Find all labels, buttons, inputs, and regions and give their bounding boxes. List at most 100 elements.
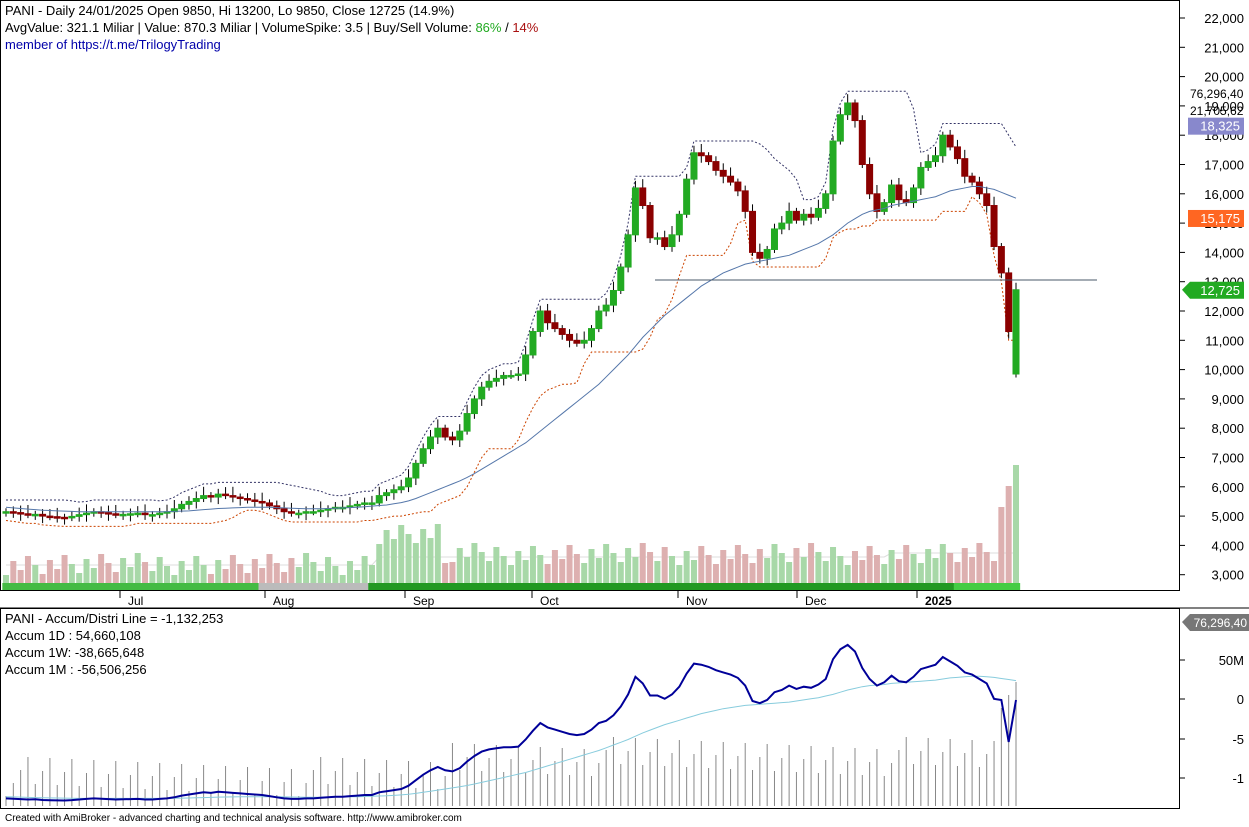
candle-body xyxy=(434,427,442,438)
trend-strip-segment xyxy=(470,583,479,590)
volume-bar xyxy=(76,573,83,583)
y-tick-label: 5,000 xyxy=(1211,509,1244,524)
volume-bar xyxy=(566,545,573,583)
volume-average xyxy=(6,552,1016,566)
candle-body xyxy=(814,207,822,218)
volume-bar xyxy=(778,553,785,583)
trend-strip-segment xyxy=(456,583,464,590)
volume-bar xyxy=(90,568,97,583)
volume-bar xyxy=(54,569,61,583)
trend-strip-segment xyxy=(624,583,633,590)
trend-strip-segment xyxy=(726,583,735,590)
candle-body xyxy=(456,430,464,441)
candle-body xyxy=(244,498,252,501)
volume-bar xyxy=(3,575,9,583)
volume-bar xyxy=(529,546,536,583)
volume-bar xyxy=(573,554,580,583)
volume-bar xyxy=(171,575,178,583)
trend-strip-segment xyxy=(587,583,596,590)
volume-bar xyxy=(954,562,961,583)
trend-strip-segment xyxy=(463,583,472,590)
trend-strip-segment xyxy=(551,583,560,590)
stats-prefix: AvgValue: 321.1 Miliar | Value: 870.3 Mi… xyxy=(5,20,476,35)
trend-strip-segment xyxy=(975,583,984,590)
volume-bar xyxy=(771,544,778,583)
y-tick-label: 16,000 xyxy=(1204,187,1244,202)
candle-body xyxy=(536,310,544,333)
trend-strip-segment xyxy=(97,583,106,590)
trend-strip-segment xyxy=(177,583,186,590)
candle-body xyxy=(426,436,434,450)
volume-bar xyxy=(661,547,668,583)
volume-bar xyxy=(112,572,119,583)
volume-bar xyxy=(259,568,266,583)
trend-strip-segment xyxy=(426,583,435,590)
volume-bar xyxy=(266,554,273,583)
y-tick-label: 14,000 xyxy=(1204,245,1244,260)
member-link[interactable]: member of https://t.me/TrilogyTrading xyxy=(5,37,221,52)
trend-strip-segment xyxy=(119,583,128,590)
candle-body xyxy=(836,114,844,142)
lower-y-tick-label: -1 xyxy=(1232,771,1244,786)
x-tick-label: Oct xyxy=(540,594,559,608)
trend-strip-segment xyxy=(46,583,55,590)
trend-strip-segment xyxy=(704,583,713,590)
candle-body xyxy=(478,386,486,400)
volume-bar xyxy=(991,561,998,583)
trend-strip-segment xyxy=(887,583,896,590)
candle-body xyxy=(287,511,295,514)
candle-body xyxy=(785,210,793,224)
volume-bar xyxy=(800,557,807,583)
trend-strip-segment xyxy=(756,583,764,590)
lower-stop-line xyxy=(5,195,1016,527)
candle-body xyxy=(258,500,266,504)
trend-strip-segment xyxy=(251,583,259,590)
footer-credit: Created with AmiBroker - advanced charti… xyxy=(5,813,462,824)
trend-strip-segment xyxy=(382,583,391,590)
trend-strip-segment xyxy=(646,583,655,590)
trend-strip-segment xyxy=(324,583,333,590)
trend-strip-segment xyxy=(953,583,962,590)
volume-bar xyxy=(873,555,880,583)
volume-bar xyxy=(895,559,902,583)
candle-body xyxy=(302,511,310,514)
trend-strip-segment xyxy=(148,583,157,590)
volume-bar xyxy=(120,558,127,583)
candle-body xyxy=(185,500,193,505)
candle-body xyxy=(368,502,376,505)
trend-strip-segment xyxy=(543,583,552,590)
x-tick-label: Sep xyxy=(413,594,435,608)
candle-body xyxy=(690,152,698,180)
volume-bar xyxy=(32,565,39,583)
candle-body xyxy=(39,513,47,517)
candle-body xyxy=(844,102,852,116)
trend-strip-segment xyxy=(785,583,794,590)
volume-bar xyxy=(617,562,624,583)
candle-body xyxy=(441,427,449,438)
volume-bar xyxy=(632,557,639,583)
candle-body xyxy=(617,266,625,291)
volume-bar xyxy=(134,553,141,583)
trend-strip-segment xyxy=(829,583,838,590)
candle-body xyxy=(741,190,749,212)
volume-bar xyxy=(420,529,427,583)
trend-strip-segment xyxy=(895,583,904,590)
volume-bar xyxy=(544,564,551,583)
candle-body xyxy=(653,237,661,240)
trend-strip-segment xyxy=(770,583,779,590)
volume-bar xyxy=(961,548,968,583)
candle-body xyxy=(397,486,405,491)
volume-bar xyxy=(149,571,156,583)
moving-average-line xyxy=(5,185,1017,513)
volume-bar xyxy=(346,561,353,583)
volume-bar xyxy=(142,562,149,583)
upper-stop-line xyxy=(6,90,1017,503)
ad-title: PANI - Accum/Distri Line = -1,132,253 xyxy=(5,611,224,626)
trend-strip-segment xyxy=(126,583,135,590)
trend-strip-segment xyxy=(60,583,69,590)
trend-strip-segment xyxy=(331,583,340,590)
volume-bar xyxy=(17,570,24,583)
volume-bar xyxy=(281,572,288,583)
volume-bar xyxy=(427,538,434,583)
candle-body xyxy=(390,489,398,494)
